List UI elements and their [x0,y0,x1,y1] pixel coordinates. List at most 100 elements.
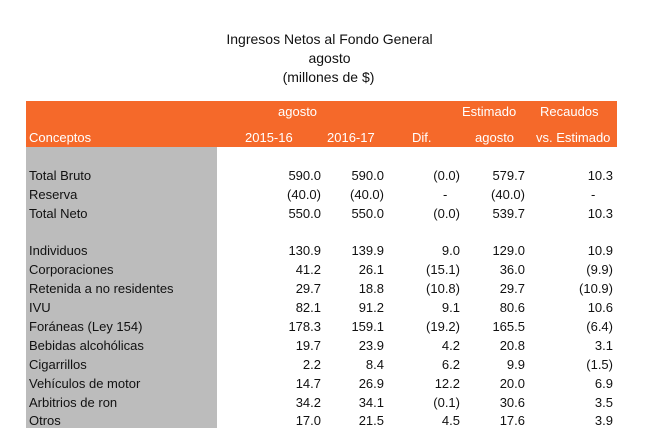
row-label: Retenida a no residentes [29,281,174,296]
value-2015-16: 14.7 [295,376,321,391]
row-label: Reserva [29,187,78,202]
title-line-3: (millones de $) [282,69,375,85]
value-dif: - [443,187,448,202]
value-recaudos: (10.9) [579,281,613,296]
value-recaudos: 3.5 [594,395,613,410]
value-2016-17: 23.9 [358,338,384,353]
value-2016-17: 21.5 [358,413,384,428]
table-header: agosto Estimado Recaudos Conceptos 2015-… [26,101,617,147]
value-recaudos: (6.4) [586,319,613,334]
value-dif: 4.2 [441,338,460,353]
header-agosto-group: agosto [278,104,318,119]
value-estimado: 129.0 [492,243,525,258]
value-2016-17: 139.9 [351,243,384,258]
value-dif: 9.0 [441,243,460,258]
value-2016-17: 26.9 [358,376,384,391]
value-2016-17: 550.0 [351,206,384,221]
value-estimado: 30.6 [499,395,525,410]
row-label: Otros [29,413,61,428]
value-recaudos: (9.9) [586,262,613,277]
value-2015-16: 178.3 [288,319,321,334]
value-estimado: 579.7 [492,168,525,183]
table-row: IVU 82.1 91.2 9.1 80.6 10.6 [0,299,649,317]
row-label: Corporaciones [29,262,114,277]
header-estimado-agosto: agosto [475,130,515,145]
value-2015-16: 590.0 [288,168,321,183]
row-label: Total Neto [29,206,88,221]
value-dif: (0.0) [433,206,460,221]
value-dif: (19.2) [426,319,460,334]
value-2015-16: 41.2 [295,262,321,277]
value-2015-16: 550.0 [288,206,321,221]
value-2016-17: 34.1 [358,395,384,410]
value-2016-17: 159.1 [351,319,384,334]
header-conceptos: Conceptos [29,130,92,145]
value-dif: 4.5 [441,413,460,428]
table-row: Vehículos de motor 14.7 26.9 12.2 20.0 6… [0,375,649,393]
value-estimado: 9.9 [506,357,525,372]
value-recaudos: 6.9 [594,376,613,391]
row-label: Vehículos de motor [29,376,141,391]
value-recaudos: 3.1 [594,338,613,353]
header-estimado: Estimado [462,104,517,119]
report-title: Ingresos Netos al Fondo General agosto (… [0,30,649,87]
value-2015-16: 82.1 [295,300,321,315]
value-recaudos: 10.3 [587,168,613,183]
value-recaudos: - [591,187,596,202]
value-estimado: 17.6 [499,413,525,428]
value-recaudos: 3.9 [594,413,613,428]
value-2016-17: (40.0) [350,187,384,202]
table-row: Total Neto 550.0 550.0 (0.0) 539.7 10.3 [0,205,649,223]
table-row: Foráneas (Ley 154) 178.3 159.1 (19.2) 16… [0,318,649,336]
value-recaudos: 10.9 [587,243,613,258]
value-estimado: 165.5 [492,319,525,334]
value-2015-16: (40.0) [287,187,321,202]
row-label: Individuos [29,243,88,258]
value-2015-16: 19.7 [295,338,321,353]
value-dif: (10.8) [426,281,460,296]
row-label: Bebidas alcohólicas [29,338,144,353]
row-label: Total Bruto [29,168,92,183]
table-row: Cigarrillos 2.2 8.4 6.2 9.9 (1.5) [0,356,649,374]
value-2016-17: 26.1 [358,262,384,277]
value-estimado: 80.6 [499,300,525,315]
value-2015-16: 17.0 [295,413,321,428]
table-row: Individuos 130.9 139.9 9.0 129.0 10.9 [0,242,649,260]
value-dif: 12.2 [434,376,460,391]
table-row: Otros 17.0 21.5 4.5 17.6 3.9 [0,412,649,430]
table-row: Retenida a no residentes 29.7 18.8 (10.8… [0,280,649,298]
table-row: Reserva (40.0) (40.0) - (40.0) - [0,186,649,204]
value-2016-17: 91.2 [358,300,384,315]
title-line-2: agosto [308,50,351,66]
table-row: Arbitrios de ron 34.2 34.1 (0.1) 30.6 3.… [0,394,649,412]
header-dif: Dif. [412,130,432,145]
concepts-column-background [26,147,217,428]
table-row: Total Bruto 590.0 590.0 (0.0) 579.7 10.3 [0,167,649,185]
header-year-2016-17: 2016-17 [327,130,375,145]
value-estimado: 20.8 [499,338,525,353]
value-dif: (0.0) [433,168,460,183]
value-2016-17: 18.8 [358,281,384,296]
value-2015-16: 34.2 [295,395,321,410]
value-2016-17: 590.0 [351,168,384,183]
row-label: Arbitrios de ron [29,395,118,410]
value-estimado: 36.0 [499,262,525,277]
header-vs-estimado: vs. Estimado [536,130,611,145]
value-2015-16: 29.7 [295,281,321,296]
value-dif: 6.2 [441,357,460,372]
row-label: Cigarrillos [29,357,87,372]
value-recaudos: 10.6 [587,300,613,315]
value-dif: (0.1) [433,395,460,410]
table-row: Bebidas alcohólicas 19.7 23.9 4.2 20.8 3… [0,337,649,355]
header-year-2015-16: 2015-16 [245,130,293,145]
table-row: Corporaciones 41.2 26.1 (15.1) 36.0 (9.9… [0,261,649,279]
value-2016-17: 8.4 [365,357,384,372]
value-dif: (15.1) [426,262,460,277]
header-recaudos: Recaudos [540,104,599,119]
value-recaudos: (1.5) [586,357,613,372]
row-label: Foráneas (Ley 154) [29,319,143,334]
value-dif: 9.1 [441,300,460,315]
value-2015-16: 130.9 [288,243,321,258]
value-recaudos: 10.3 [587,206,613,221]
value-estimado: 29.7 [499,281,525,296]
